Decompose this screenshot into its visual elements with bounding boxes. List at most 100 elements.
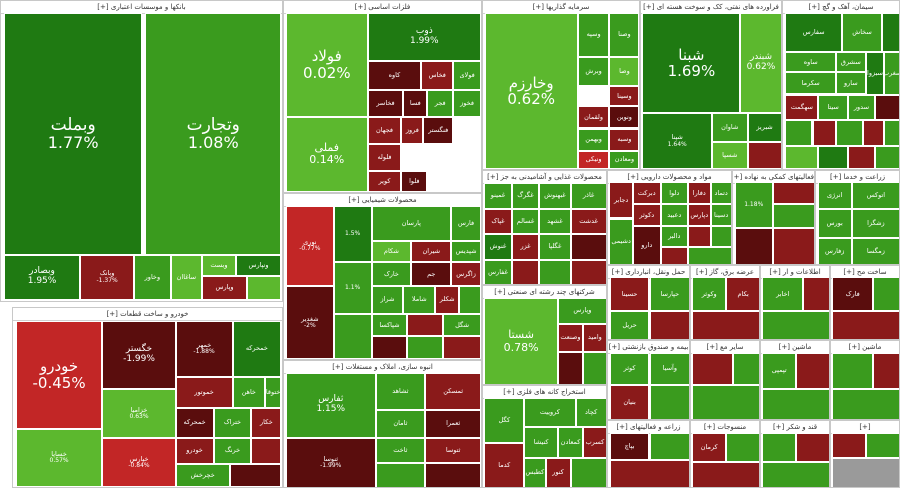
treemap-cell[interactable]: ومعادن [609,150,639,169]
treemap-cell[interactable]: وصا [609,57,639,86]
treemap-cell[interactable]: خودرو [175,438,214,464]
treemap-cell[interactable]: ثعمرا [425,409,481,438]
treemap-cell[interactable]: شراز [371,285,404,315]
treemap-cell[interactable] [762,311,829,339]
treemap-cell[interactable]: فارس [451,205,481,241]
treemap-cell[interactable]: کگل [484,398,525,443]
treemap-cell[interactable]: غزر [511,234,540,260]
treemap-cell[interactable]: ثامان [375,409,426,438]
treemap-cell[interactable]: وبست [201,254,236,276]
treemap-cell[interactable]: حریل [609,311,650,339]
treemap-cell[interactable] [884,120,899,146]
treemap-cell[interactable]: ولقمان [577,106,610,129]
treemap-cell[interactable] [558,352,583,384]
treemap-cell[interactable]: حسینا [609,277,650,311]
treemap-cell[interactable]: 1.18% [734,182,773,228]
treemap-cell[interactable]: انرژی [817,182,852,209]
treemap-cell[interactable]: دجابر [609,182,633,219]
treemap-cell[interactable]: وسبه [609,128,639,151]
treemap-cell[interactable] [726,433,759,462]
treemap-cell[interactable]: وبانک -1.37% [80,254,134,300]
treemap-cell[interactable] [407,335,444,359]
treemap-cell[interactable] [443,335,481,359]
treemap-cell[interactable]: دتماد [710,182,731,205]
treemap-cell[interactable]: فسا [403,89,428,117]
treemap-cell[interactable] [570,234,606,260]
treemap-cell[interactable]: فروز [401,116,424,144]
treemap-cell[interactable]: ختوقا [265,376,282,408]
treemap-cell[interactable] [688,226,711,247]
treemap-cell[interactable]: غگرگ [511,182,540,209]
treemap-cell[interactable] [832,389,899,419]
treemap-cell[interactable] [785,145,819,169]
treemap-cell[interactable] [407,314,444,336]
treemap-cell[interactable] [247,275,282,300]
treemap-cell[interactable]: ساغاان [170,254,202,300]
treemap-cell[interactable] [692,461,759,487]
treemap-cell[interactable]: خکار [251,407,282,439]
treemap-cell[interactable]: وخارزم 0.62% [484,12,578,169]
treemap-cell[interactable]: اتوکس [851,182,899,209]
treemap-cell[interactable]: شکام [371,240,412,263]
treemap-cell[interactable]: فخاسر [367,89,404,117]
treemap-cell[interactable]: بنیان [609,385,650,419]
treemap-cell[interactable]: فلوا [401,170,428,192]
treemap-cell[interactable]: حپارسا [649,277,689,311]
treemap-cell[interactable] [796,433,829,462]
treemap-cell[interactable] [785,120,813,146]
treemap-cell[interactable]: کطبس [524,458,546,487]
treemap-cell[interactable]: سبزوا [865,52,885,95]
treemap-cell[interactable]: کنیشا [524,427,558,459]
treemap-cell[interactable]: شیران [411,240,452,263]
treemap-cell[interactable]: شپنا 1.64% [642,113,712,169]
treemap-cell[interactable]: غفارس [484,259,512,284]
treemap-cell[interactable]: فارک [832,277,873,311]
treemap-cell[interactable]: وپارس [201,275,248,300]
treemap-cell[interactable] [818,145,848,169]
treemap-cell[interactable]: زفارس [817,237,852,264]
treemap-cell[interactable]: وصنعت [558,324,583,352]
treemap-cell[interactable]: شپاکسا [371,314,408,336]
treemap-cell[interactable]: بپاچ [609,433,650,461]
treemap-cell[interactable] [796,353,829,389]
treemap-cell[interactable]: غمینو [484,182,512,209]
treemap-cell[interactable]: کویر [367,170,402,192]
treemap-cell[interactable]: ساوه [785,52,837,73]
treemap-cell[interactable]: سیتا [818,94,848,120]
treemap-cell[interactable]: بکام [726,277,759,311]
sector-title[interactable]: منسوجات [+] [691,421,759,434]
treemap-cell[interactable]: ونپارس [235,254,282,276]
treemap-cell[interactable] [570,458,606,487]
treemap-cell[interactable]: وخاور [134,254,171,300]
treemap-cell[interactable]: دعبید [660,204,688,227]
treemap-cell[interactable]: شبندر 0.62% [740,12,781,114]
treemap-cell[interactable] [692,311,759,339]
sector-title[interactable]: بانکها و موسسات اعتباری [+] [1,1,282,14]
treemap-cell[interactable] [511,259,540,284]
treemap-cell[interactable]: خودرو -0.45% [15,320,103,430]
treemap-cell[interactable]: اخابر [762,277,803,311]
treemap-cell[interactable]: ذوب 1.99% [367,12,481,61]
treemap-cell[interactable] [539,259,571,284]
treemap-cell[interactable]: غشهد [539,208,571,235]
treemap-cell[interactable]: وسپه [577,12,610,58]
sector-title[interactable]: قند و شکر [+] [761,421,829,434]
treemap-cell[interactable]: وآسیا [649,353,689,385]
treemap-cell[interactable]: ثنوسا -1.99% [285,437,376,487]
treemap-cell[interactable] [375,463,426,487]
treemap-cell[interactable]: خاهن [232,376,266,408]
treemap-cell[interactable]: خارک [371,262,412,286]
treemap-cell[interactable] [772,182,814,205]
treemap-cell[interactable] [570,259,606,284]
treemap-cell[interactable]: غاذر [570,182,606,209]
treemap-cell[interactable] [734,228,773,264]
treemap-cell[interactable]: سشرق [836,52,866,73]
treemap-cell[interactable] [609,460,689,487]
treemap-cell[interactable]: خمهر -1.88% [175,320,233,377]
treemap-cell[interactable]: سخاش [842,12,883,52]
treemap-cell[interactable] [772,204,814,228]
treemap-cell[interactable]: سهگمت [785,94,819,120]
treemap-cell[interactable]: شغدیر -2% [285,285,334,359]
treemap-cell[interactable] [832,311,899,339]
treemap-cell[interactable] [803,277,829,311]
